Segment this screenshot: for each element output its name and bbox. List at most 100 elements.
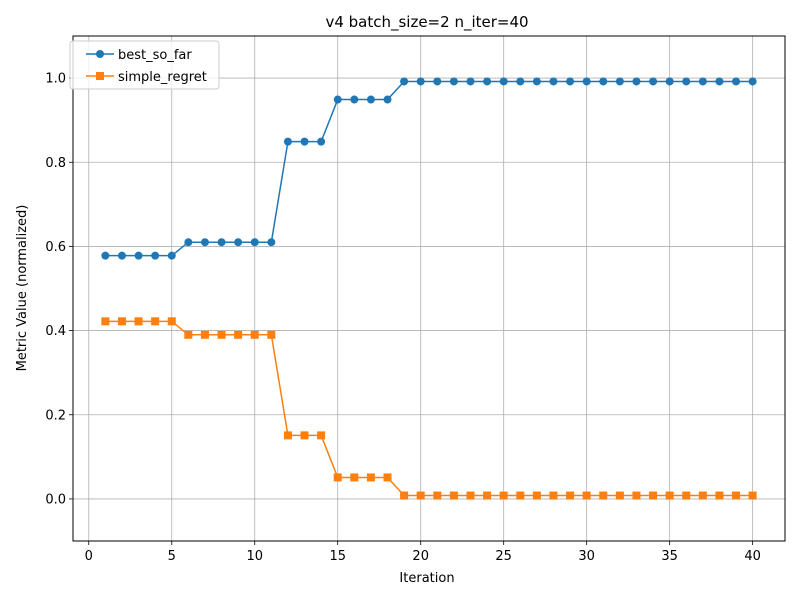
data-point-simple-regret <box>167 317 176 326</box>
data-point-best-so-far <box>300 137 309 146</box>
data-point-best-so-far <box>649 77 658 86</box>
data-point-simple-regret <box>101 317 110 326</box>
legend-marker-best-so-far <box>96 50 104 58</box>
data-point-best-so-far <box>748 77 757 86</box>
data-point-simple-regret <box>151 317 160 326</box>
data-point-best-so-far <box>250 238 259 247</box>
data-point-simple-regret <box>566 491 575 500</box>
data-point-best-so-far <box>416 77 425 86</box>
y-tick-label: 0.0 <box>45 492 66 507</box>
series-layer <box>101 77 757 500</box>
y-tick-label: 0.4 <box>45 324 66 339</box>
data-point-simple-regret <box>267 330 276 339</box>
data-point-best-so-far <box>366 95 375 104</box>
legend: best_so_far simple_regret <box>69 40 220 90</box>
x-axis: 0 5 10 15 20 25 30 35 40 <box>85 541 761 564</box>
data-point-best-so-far <box>466 77 475 86</box>
y-tick-label: 0.2 <box>45 408 66 423</box>
data-point-best-so-far <box>184 238 193 247</box>
data-point-simple-regret <box>582 491 591 500</box>
data-point-best-so-far <box>134 251 143 260</box>
data-point-best-so-far <box>283 137 292 146</box>
data-point-simple-regret <box>317 431 326 440</box>
data-point-simple-regret <box>748 491 757 500</box>
data-point-best-so-far <box>715 77 724 86</box>
y-axis-title: Metric Value (normalized) <box>15 205 30 372</box>
series-line-best-so-far <box>105 80 753 257</box>
data-point-best-so-far <box>400 77 409 86</box>
data-point-simple-regret <box>433 491 442 500</box>
data-point-simple-regret <box>400 491 409 500</box>
plot-frame <box>72 35 786 542</box>
data-point-simple-regret <box>516 491 525 500</box>
data-point-simple-regret <box>732 491 741 500</box>
data-point-best-so-far <box>117 251 126 260</box>
data-point-simple-regret <box>234 330 243 339</box>
x-tick-label: 40 <box>744 549 761 564</box>
data-point-simple-regret <box>665 491 674 500</box>
y-axis: 0.0 0.2 0.4 0.6 0.8 1.0 <box>45 72 73 507</box>
data-point-simple-regret <box>698 491 707 500</box>
data-point-simple-regret <box>615 491 624 500</box>
data-point-best-so-far <box>615 77 624 86</box>
data-point-best-so-far <box>217 238 226 247</box>
data-point-simple-regret <box>250 330 259 339</box>
data-point-best-so-far <box>566 77 575 86</box>
data-point-best-so-far <box>350 95 359 104</box>
data-point-best-so-far <box>516 77 525 86</box>
legend-marker-simple-regret <box>96 72 104 80</box>
legend-label-simple-regret: simple_regret <box>118 70 207 85</box>
y-tick-label: 0.8 <box>45 156 66 171</box>
data-point-simple-regret <box>499 491 508 500</box>
data-point-best-so-far <box>682 77 691 86</box>
data-point-simple-regret <box>416 491 425 500</box>
data-point-simple-regret <box>466 491 475 500</box>
x-tick-label: 35 <box>661 549 678 564</box>
data-point-best-so-far <box>499 77 508 86</box>
data-point-simple-regret <box>134 317 143 326</box>
data-point-simple-regret <box>200 330 209 339</box>
data-point-best-so-far <box>234 238 243 247</box>
data-point-simple-regret <box>383 473 392 482</box>
series-line-simple-regret <box>105 320 753 497</box>
data-point-best-so-far <box>151 251 160 260</box>
data-point-simple-regret <box>117 317 126 326</box>
data-point-best-so-far <box>599 77 608 86</box>
y-tick-label: 1.0 <box>45 72 66 87</box>
data-point-best-so-far <box>732 77 741 86</box>
data-point-best-so-far <box>665 77 674 86</box>
y-tick-label: 0.6 <box>45 240 66 255</box>
data-point-simple-regret <box>350 473 359 482</box>
data-point-best-so-far <box>383 95 392 104</box>
data-point-best-so-far <box>167 251 176 260</box>
data-point-simple-regret <box>217 330 226 339</box>
data-point-simple-regret <box>366 473 375 482</box>
data-point-best-so-far <box>698 77 707 86</box>
x-tick-label: 30 <box>578 549 595 564</box>
data-point-simple-regret <box>184 330 193 339</box>
data-point-best-so-far <box>532 77 541 86</box>
x-tick-label: 25 <box>495 549 512 564</box>
legend-label-best-so-far: best_so_far <box>118 48 192 63</box>
data-point-best-so-far <box>549 77 558 86</box>
data-point-best-so-far <box>449 77 458 86</box>
data-point-simple-regret <box>632 491 641 500</box>
data-point-simple-regret <box>483 491 492 500</box>
data-point-best-so-far <box>582 77 591 86</box>
data-point-simple-regret <box>715 491 724 500</box>
data-point-best-so-far <box>317 137 326 146</box>
data-point-best-so-far <box>267 238 276 247</box>
data-point-simple-regret <box>599 491 608 500</box>
data-point-best-so-far <box>200 238 209 247</box>
x-tick-label: 20 <box>412 549 429 564</box>
x-axis-title: Iteration <box>399 571 454 586</box>
data-point-best-so-far <box>333 95 342 104</box>
data-point-simple-regret <box>682 491 691 500</box>
data-point-simple-regret <box>300 431 309 440</box>
data-point-best-so-far <box>433 77 442 86</box>
x-tick-label: 15 <box>329 549 346 564</box>
grid <box>73 36 785 541</box>
data-point-best-so-far <box>483 77 492 86</box>
